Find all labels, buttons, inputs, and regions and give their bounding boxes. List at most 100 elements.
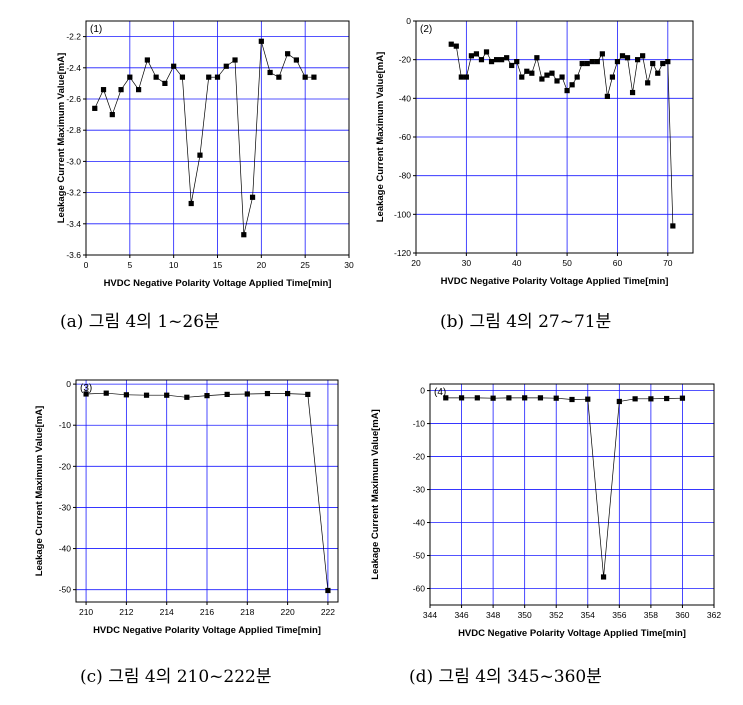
data-point — [504, 55, 510, 61]
data-point — [499, 57, 505, 63]
y-tick-label: -2.8 — [66, 125, 81, 135]
y-tick-label: -80 — [399, 171, 412, 181]
x-tick-label: 360 — [675, 610, 689, 620]
data-point — [589, 59, 595, 65]
x-tick-label: 356 — [612, 610, 626, 620]
data-point — [109, 112, 115, 118]
data-point — [264, 390, 271, 397]
data-point — [232, 57, 238, 63]
data-point — [171, 63, 177, 69]
data-point — [506, 395, 512, 401]
y-axis-label: Leakage Current Maximum Value[mA] — [56, 53, 67, 224]
data-point — [83, 391, 89, 397]
x-tick-label: 362 — [707, 610, 721, 620]
data-point — [258, 38, 264, 44]
data-point — [285, 390, 291, 397]
data-point — [463, 74, 469, 80]
data-point — [632, 396, 638, 402]
data-point — [285, 51, 291, 57]
data-point — [474, 395, 480, 401]
panel-d: 344 346 348 350 352 354 356 358 360 362 -60 -50 -40 -… — [370, 383, 721, 687]
data-point — [100, 87, 107, 93]
x-tick-label: 222 — [321, 607, 335, 617]
y-tick-label: -120 — [394, 248, 411, 258]
y-tick-label: 0 — [66, 379, 71, 389]
x-tick-label: 346 — [454, 610, 468, 620]
data-point — [670, 223, 676, 229]
data-point — [569, 396, 575, 403]
y-tick-label: -3.2 — [66, 188, 81, 198]
x-tick-label: 20 — [257, 260, 267, 270]
data-point — [311, 74, 317, 80]
data-point — [539, 76, 545, 82]
data-point — [325, 587, 331, 594]
x-axis-label: HVDC Negative Polarity Voltage Applied T… — [104, 278, 332, 289]
data-point — [478, 57, 485, 63]
data-point — [164, 392, 170, 398]
data-point — [553, 395, 559, 401]
data-point — [519, 74, 525, 80]
x-tick-label: 220 — [281, 607, 295, 617]
x-tick-label: 5 — [127, 260, 132, 270]
y-tick-label: -3.0 — [66, 156, 81, 166]
y-axis-label: Leakage Current Maximum Value[mA] — [370, 409, 381, 580]
data-point — [574, 74, 580, 80]
x-tick-label: 60 — [613, 258, 623, 268]
data-point — [524, 68, 530, 74]
panel-caption: (d) 그림 4의 345~360분 — [409, 667, 602, 687]
data-point — [103, 390, 109, 396]
data-point — [635, 57, 641, 63]
panel-c: 210 212 214 216 218 220 222 -50 -40 -30 -20 -10 0 (3)… — [34, 379, 339, 687]
data-point — [458, 395, 465, 401]
x-tick-label: 30 — [344, 260, 354, 270]
x-tick-label: 214 — [160, 607, 174, 617]
y-tick-label: -20 — [413, 452, 426, 462]
y-tick-label: -50 — [59, 585, 72, 595]
data-point — [599, 51, 605, 57]
y-tick-label: 0 — [420, 386, 425, 396]
data-point — [118, 87, 124, 93]
y-tick-label: 0 — [406, 16, 411, 26]
data-point — [600, 574, 607, 580]
data-point — [584, 60, 590, 67]
data-point — [624, 55, 631, 61]
data-point — [488, 59, 495, 65]
data-point — [184, 394, 190, 400]
data-point — [267, 69, 273, 76]
y-tick-label: -10 — [413, 419, 426, 429]
y-tick-label: -100 — [394, 209, 411, 219]
data-point — [559, 74, 565, 80]
data-point — [549, 70, 555, 76]
y-tick-label: -40 — [399, 93, 412, 103]
x-axis-label: HVDC Negative Polarity Voltage Applied T… — [441, 276, 669, 287]
x-tick-label: 25 — [300, 260, 310, 270]
panel-label: (4) — [434, 387, 446, 398]
y-tick-label: -40 — [413, 518, 426, 528]
data-point — [123, 392, 129, 398]
data-point — [509, 62, 515, 69]
y-tick-label: -60 — [399, 132, 412, 142]
x-tick-label: 0 — [84, 260, 89, 270]
data-point — [305, 391, 311, 397]
data-point — [522, 395, 528, 401]
data-point — [569, 82, 575, 88]
x-tick-label: 348 — [486, 610, 500, 620]
x-tick-label: 344 — [423, 610, 437, 620]
data-point — [648, 396, 654, 402]
y-axis-label: Leakage Current Maximum Value[mA] — [34, 406, 45, 577]
x-tick-label: 212 — [119, 607, 133, 617]
data-point — [443, 395, 449, 401]
data-point — [544, 72, 550, 78]
data-point — [223, 63, 229, 69]
data-point — [604, 93, 610, 99]
data-point — [144, 57, 150, 63]
panel-a: 0 5 10 15 20 25 30 -3.6 -3.4 -3.2 -3.0 -2.8 -2.6 -2.4… — [56, 20, 354, 332]
data-point — [448, 41, 454, 47]
data-point — [564, 88, 570, 94]
series-line — [451, 43, 674, 226]
panel-caption: (c) 그림 4의 210~222분 — [80, 667, 272, 687]
data-point — [650, 60, 656, 67]
data-point — [490, 395, 496, 401]
data-point — [616, 398, 622, 405]
data-point — [206, 74, 212, 80]
